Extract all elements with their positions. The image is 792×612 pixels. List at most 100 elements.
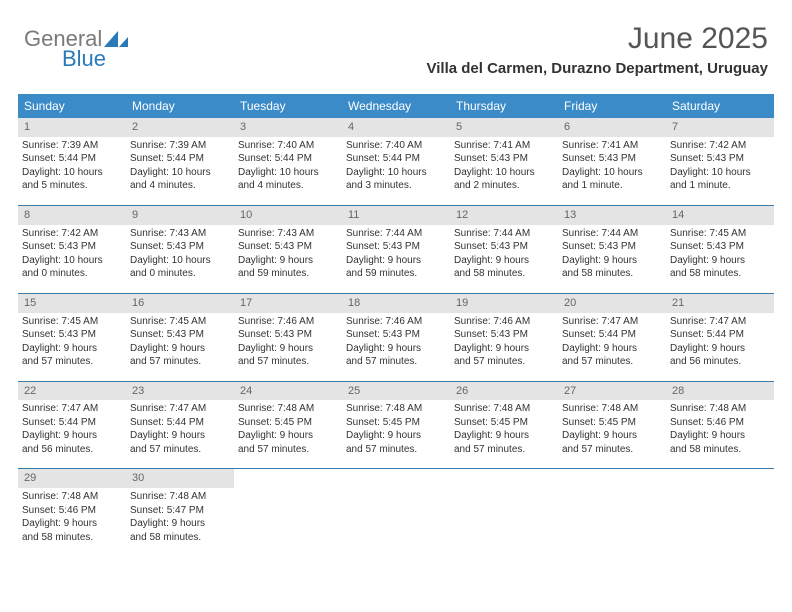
day-cell: 4Sunrise: 7:40 AMSunset: 5:44 PMDaylight… xyxy=(342,118,450,197)
sunset-text: Sunset: 5:44 PM xyxy=(130,416,230,430)
sunset-text: Sunset: 5:44 PM xyxy=(22,416,122,430)
sunrise-text: Sunrise: 7:48 AM xyxy=(238,402,338,416)
weekday-label: Tuesday xyxy=(234,94,342,118)
day-body: Sunrise: 7:44 AMSunset: 5:43 PMDaylight:… xyxy=(342,225,450,285)
week-row: 29Sunrise: 7:48 AMSunset: 5:46 PMDayligh… xyxy=(18,468,774,548)
sunset-text: Sunset: 5:44 PM xyxy=(238,152,338,166)
day-body: Sunrise: 7:44 AMSunset: 5:43 PMDaylight:… xyxy=(558,225,666,285)
daylight-text-1: Daylight: 9 hours xyxy=(454,429,554,443)
sunset-text: Sunset: 5:43 PM xyxy=(22,328,122,342)
daylight-text-1: Daylight: 9 hours xyxy=(22,429,122,443)
day-body: Sunrise: 7:48 AMSunset: 5:45 PMDaylight:… xyxy=(450,400,558,460)
daylight-text-1: Daylight: 10 hours xyxy=(22,254,122,268)
sunset-text: Sunset: 5:44 PM xyxy=(346,152,446,166)
day-number: 5 xyxy=(450,118,558,137)
sunrise-text: Sunrise: 7:46 AM xyxy=(238,315,338,329)
daylight-text-2: and 59 minutes. xyxy=(346,267,446,281)
sunrise-text: Sunrise: 7:44 AM xyxy=(562,227,662,241)
sunrise-text: Sunrise: 7:45 AM xyxy=(670,227,770,241)
sunrise-text: Sunrise: 7:41 AM xyxy=(454,139,554,153)
sunset-text: Sunset: 5:44 PM xyxy=(130,152,230,166)
sunrise-text: Sunrise: 7:45 AM xyxy=(130,315,230,329)
daylight-text-2: and 3 minutes. xyxy=(346,179,446,193)
day-number: 7 xyxy=(666,118,774,137)
day-cell: 26Sunrise: 7:48 AMSunset: 5:45 PMDayligh… xyxy=(450,382,558,461)
day-number: 12 xyxy=(450,206,558,225)
daylight-text-2: and 4 minutes. xyxy=(238,179,338,193)
day-body: Sunrise: 7:46 AMSunset: 5:43 PMDaylight:… xyxy=(342,313,450,373)
sunrise-text: Sunrise: 7:48 AM xyxy=(22,490,122,504)
weekday-label: Wednesday xyxy=(342,94,450,118)
day-body: Sunrise: 7:41 AMSunset: 5:43 PMDaylight:… xyxy=(558,137,666,197)
sunrise-text: Sunrise: 7:47 AM xyxy=(130,402,230,416)
day-cell: 5Sunrise: 7:41 AMSunset: 5:43 PMDaylight… xyxy=(450,118,558,197)
sunrise-text: Sunrise: 7:44 AM xyxy=(346,227,446,241)
daylight-text-2: and 2 minutes. xyxy=(454,179,554,193)
weekday-label: Friday xyxy=(558,94,666,118)
sunrise-text: Sunrise: 7:39 AM xyxy=(22,139,122,153)
daylight-text-1: Daylight: 9 hours xyxy=(670,429,770,443)
daylight-text-2: and 58 minutes. xyxy=(130,531,230,545)
sunset-text: Sunset: 5:43 PM xyxy=(454,152,554,166)
day-cell: 29Sunrise: 7:48 AMSunset: 5:46 PMDayligh… xyxy=(18,469,126,548)
sunrise-text: Sunrise: 7:41 AM xyxy=(562,139,662,153)
daylight-text-2: and 57 minutes. xyxy=(346,355,446,369)
daylight-text-2: and 4 minutes. xyxy=(130,179,230,193)
sunset-text: Sunset: 5:43 PM xyxy=(346,328,446,342)
day-number: 19 xyxy=(450,294,558,313)
daylight-text-2: and 57 minutes. xyxy=(454,443,554,457)
daylight-text-1: Daylight: 9 hours xyxy=(562,429,662,443)
calendar: Sunday Monday Tuesday Wednesday Thursday… xyxy=(18,94,774,548)
sunrise-text: Sunrise: 7:46 AM xyxy=(346,315,446,329)
daylight-text-2: and 58 minutes. xyxy=(22,531,122,545)
day-number: 13 xyxy=(558,206,666,225)
day-cell: 7Sunrise: 7:42 AMSunset: 5:43 PMDaylight… xyxy=(666,118,774,197)
sunrise-text: Sunrise: 7:48 AM xyxy=(562,402,662,416)
day-body: Sunrise: 7:48 AMSunset: 5:45 PMDaylight:… xyxy=(342,400,450,460)
daylight-text-2: and 57 minutes. xyxy=(562,443,662,457)
sunset-text: Sunset: 5:44 PM xyxy=(562,328,662,342)
daylight-text-1: Daylight: 10 hours xyxy=(346,166,446,180)
day-number: 2 xyxy=(126,118,234,137)
empty-cell xyxy=(558,469,666,548)
day-number: 15 xyxy=(18,294,126,313)
day-number: 29 xyxy=(18,469,126,488)
sunrise-text: Sunrise: 7:48 AM xyxy=(670,402,770,416)
daylight-text-2: and 58 minutes. xyxy=(670,443,770,457)
empty-cell xyxy=(450,469,558,548)
sunrise-text: Sunrise: 7:43 AM xyxy=(238,227,338,241)
daylight-text-1: Daylight: 10 hours xyxy=(22,166,122,180)
sunrise-text: Sunrise: 7:43 AM xyxy=(130,227,230,241)
day-body: Sunrise: 7:48 AMSunset: 5:45 PMDaylight:… xyxy=(234,400,342,460)
week-row: 22Sunrise: 7:47 AMSunset: 5:44 PMDayligh… xyxy=(18,381,774,461)
day-number: 20 xyxy=(558,294,666,313)
sunset-text: Sunset: 5:43 PM xyxy=(346,240,446,254)
day-cell: 10Sunrise: 7:43 AMSunset: 5:43 PMDayligh… xyxy=(234,206,342,285)
daylight-text-1: Daylight: 9 hours xyxy=(670,254,770,268)
sunset-text: Sunset: 5:45 PM xyxy=(454,416,554,430)
day-number: 10 xyxy=(234,206,342,225)
day-cell: 3Sunrise: 7:40 AMSunset: 5:44 PMDaylight… xyxy=(234,118,342,197)
sunset-text: Sunset: 5:44 PM xyxy=(670,328,770,342)
daylight-text-1: Daylight: 9 hours xyxy=(130,517,230,531)
sunset-text: Sunset: 5:45 PM xyxy=(238,416,338,430)
daylight-text-2: and 57 minutes. xyxy=(238,443,338,457)
sunrise-text: Sunrise: 7:48 AM xyxy=(130,490,230,504)
day-number: 4 xyxy=(342,118,450,137)
daylight-text-1: Daylight: 9 hours xyxy=(22,517,122,531)
daylight-text-1: Daylight: 9 hours xyxy=(346,429,446,443)
sunset-text: Sunset: 5:43 PM xyxy=(670,152,770,166)
header: June 2025 Villa del Carmen, Durazno Depa… xyxy=(427,22,768,77)
day-cell: 18Sunrise: 7:46 AMSunset: 5:43 PMDayligh… xyxy=(342,294,450,373)
daylight-text-2: and 57 minutes. xyxy=(238,355,338,369)
daylight-text-2: and 56 minutes. xyxy=(670,355,770,369)
daylight-text-1: Daylight: 10 hours xyxy=(670,166,770,180)
daylight-text-1: Daylight: 10 hours xyxy=(130,254,230,268)
day-number: 8 xyxy=(18,206,126,225)
daylight-text-2: and 59 minutes. xyxy=(238,267,338,281)
day-body: Sunrise: 7:47 AMSunset: 5:44 PMDaylight:… xyxy=(558,313,666,373)
day-cell: 6Sunrise: 7:41 AMSunset: 5:43 PMDaylight… xyxy=(558,118,666,197)
logo: General Blue xyxy=(24,26,128,52)
sunrise-text: Sunrise: 7:40 AM xyxy=(238,139,338,153)
weekday-header-row: Sunday Monday Tuesday Wednesday Thursday… xyxy=(18,94,774,118)
